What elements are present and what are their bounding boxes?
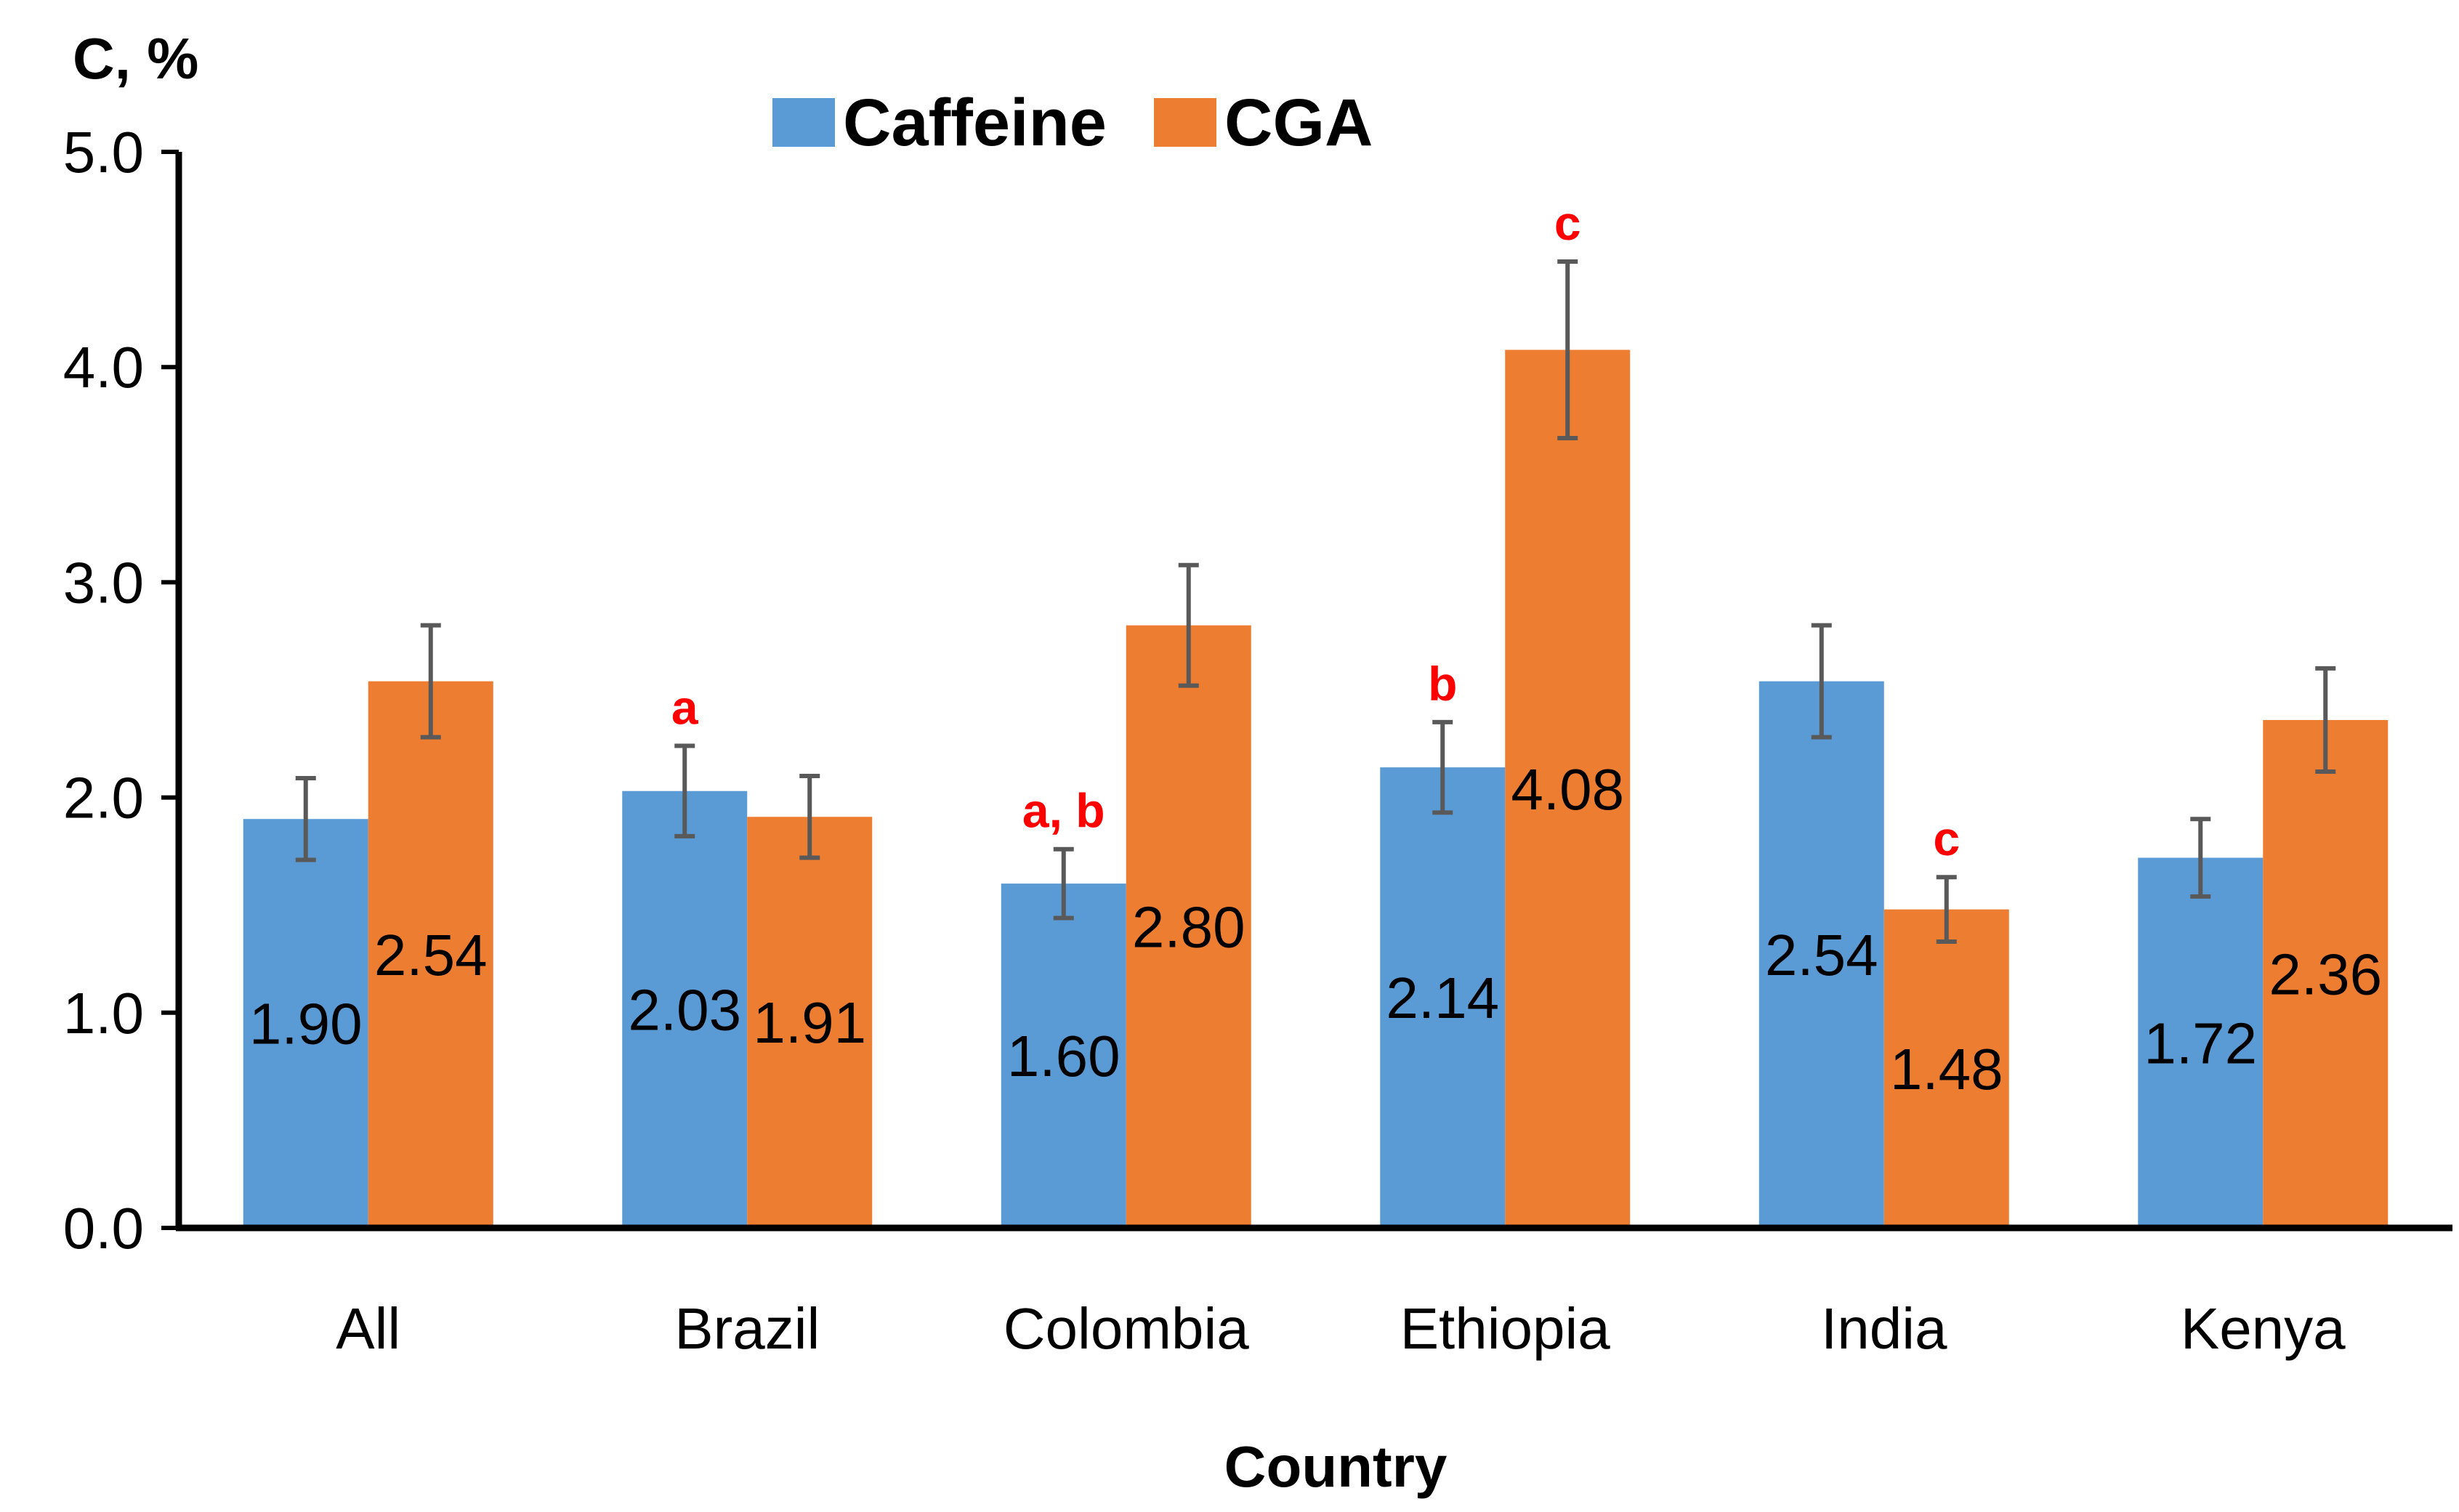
y-tick-label-4: 4.0 [63,335,144,400]
legend-swatch-cga [1154,98,1216,147]
bar-caffeine-all [243,819,368,1228]
bar-cga-ethiopia [1505,349,1631,1228]
x-category-label-all: All [336,1296,400,1361]
value-label-caffeine-colombia: 1.60 [1007,1024,1121,1088]
legend: Caffeine CGA [772,86,1373,160]
value-label-caffeine-india: 2.54 [1765,923,1878,987]
bar-caffeine-brazil [622,791,748,1228]
y-ticks-layer: 0.0 1.0 2.0 3.0 4.0 5.0 [63,120,179,1261]
x-category-label-ethiopia: Ethiopia [1400,1296,1611,1361]
bar-caffeine-kenya [2138,857,2264,1228]
legend-swatch-caffeine [772,98,835,147]
x-category-labels-layer: All Brazil Colombia Ethiopia India Kenya [336,1296,2346,1361]
bars-layer [243,349,2389,1228]
bar-cga-colombia [1126,625,1251,1228]
y-axis-title: C, % [73,26,198,91]
significance-label-cga-india: c [1933,812,1960,865]
bar-caffeine-india [1759,681,1884,1228]
error-bar-cga-india [1936,875,1957,945]
y-tick-label-0: 0.0 [63,1196,144,1261]
x-category-label-brazil: Brazil [674,1296,820,1361]
x-axis-title: Country [1224,1434,1447,1499]
value-label-cga-colombia: 2.80 [1132,894,1245,959]
error-bar-caffeine-colombia [1053,846,1074,921]
x-category-label-india: India [1821,1296,1947,1361]
x-category-label-kenya: Kenya [2181,1296,2346,1361]
y-tick-label-1: 1.0 [63,981,144,1046]
bar-caffeine-colombia [1001,884,1126,1228]
error-bar-cga-kenya [2315,666,2336,775]
value-label-cga-india: 1.48 [1890,1037,2003,1101]
significance-label-caffeine-ethiopia: b [1428,657,1457,711]
significance-label-cga-ethiopia: c [1554,196,1581,250]
bar-cga-brazil [747,817,873,1228]
value-label-cga-kenya: 2.36 [2269,942,2382,1006]
value-label-cga-brazil: 1.91 [753,990,866,1055]
value-label-cga-ethiopia: 4.08 [1511,757,1624,822]
x-category-label-colombia: Colombia [1004,1296,1249,1361]
error-bars-layer [295,259,2336,945]
bar-cga-kenya [2263,719,2389,1228]
error-bar-caffeine-kenya [2190,817,2211,899]
value-label-caffeine-brazil: 2.03 [628,977,741,1042]
error-bar-caffeine-ethiopia [1432,719,1453,815]
error-bar-caffeine-all [295,775,316,862]
significance-label-caffeine-colombia: a, b [1022,784,1105,838]
bar-cga-india [1883,909,2009,1228]
legend-label-caffeine: Caffeine [843,86,1107,160]
y-tick-label-5: 5.0 [63,120,144,185]
legend-label-cga: CGA [1224,86,1373,160]
error-bar-caffeine-brazil [674,743,695,838]
y-tick-label-3: 3.0 [63,550,144,615]
value-label-caffeine-kenya: 1.72 [2144,1011,2257,1075]
axes-layer [175,152,2452,1232]
bar-cga-all [368,681,493,1228]
value-labels-layer: 1.902.542.03 1.911.602.802.144.082.541.48… [249,757,2382,1101]
error-bar-cga-colombia [1178,562,1199,688]
y-tick-label-2: 2.0 [63,766,144,830]
bar-caffeine-ethiopia [1380,767,1506,1228]
value-label-caffeine-ethiopia: 2.14 [1386,966,1499,1030]
significance-label-caffeine-brazil: a [671,681,699,735]
error-bar-cga-ethiopia [1557,259,1578,440]
error-bar-cga-brazil [799,773,820,860]
error-bar-cga-all [420,623,441,740]
significance-labels-layer: a a, b b c c [671,196,1960,865]
error-bar-caffeine-india [1811,623,1832,740]
value-label-caffeine-all: 1.90 [249,992,363,1056]
value-label-cga-all: 2.54 [374,923,488,987]
